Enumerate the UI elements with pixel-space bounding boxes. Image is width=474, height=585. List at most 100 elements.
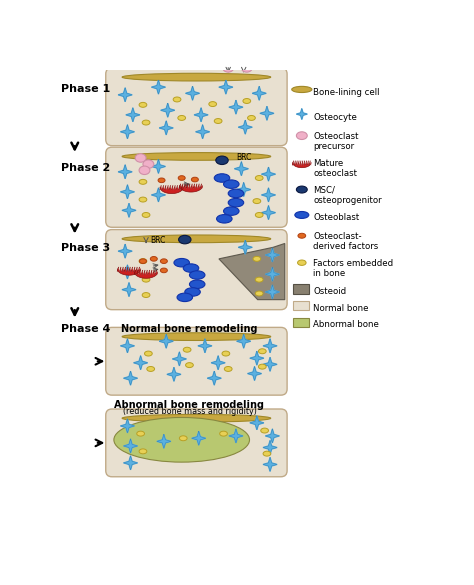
Bar xyxy=(293,318,309,328)
Ellipse shape xyxy=(296,186,307,193)
Ellipse shape xyxy=(142,292,150,298)
Polygon shape xyxy=(265,285,279,299)
Text: Osteoclast-
derived factors: Osteoclast- derived factors xyxy=(313,232,379,252)
Polygon shape xyxy=(120,265,135,279)
Ellipse shape xyxy=(255,291,263,296)
Polygon shape xyxy=(219,80,233,94)
Ellipse shape xyxy=(224,366,232,371)
Ellipse shape xyxy=(173,97,181,102)
Ellipse shape xyxy=(183,264,199,273)
Polygon shape xyxy=(120,125,135,139)
Ellipse shape xyxy=(150,257,157,261)
Ellipse shape xyxy=(139,180,147,184)
Text: Osteoclast
precursor: Osteoclast precursor xyxy=(313,132,359,151)
FancyBboxPatch shape xyxy=(106,409,287,477)
Polygon shape xyxy=(238,240,252,254)
Polygon shape xyxy=(194,108,208,122)
Polygon shape xyxy=(120,339,135,353)
Polygon shape xyxy=(135,271,158,278)
Ellipse shape xyxy=(263,451,271,456)
Polygon shape xyxy=(292,162,311,168)
Polygon shape xyxy=(263,357,277,371)
Polygon shape xyxy=(120,185,135,199)
Ellipse shape xyxy=(295,212,309,218)
Polygon shape xyxy=(124,439,137,453)
Ellipse shape xyxy=(298,233,306,238)
Text: Phase 4: Phase 4 xyxy=(61,324,110,334)
Ellipse shape xyxy=(255,176,263,180)
Ellipse shape xyxy=(258,349,266,354)
FancyBboxPatch shape xyxy=(106,229,287,309)
Ellipse shape xyxy=(219,431,228,436)
Bar xyxy=(293,284,309,294)
Ellipse shape xyxy=(183,347,191,352)
Ellipse shape xyxy=(222,351,230,356)
Ellipse shape xyxy=(139,166,150,174)
Polygon shape xyxy=(198,339,212,353)
Text: Osteoblast: Osteoblast xyxy=(313,214,360,222)
Polygon shape xyxy=(211,356,225,370)
Ellipse shape xyxy=(139,102,147,107)
Polygon shape xyxy=(262,188,275,202)
Ellipse shape xyxy=(122,414,271,422)
Ellipse shape xyxy=(298,260,306,266)
Polygon shape xyxy=(229,429,243,443)
Polygon shape xyxy=(124,456,137,470)
Ellipse shape xyxy=(296,132,307,139)
Ellipse shape xyxy=(139,197,147,202)
Text: Phase 2: Phase 2 xyxy=(61,163,110,173)
Ellipse shape xyxy=(209,102,217,106)
Ellipse shape xyxy=(179,235,191,244)
Polygon shape xyxy=(260,106,274,121)
Ellipse shape xyxy=(224,207,239,215)
Polygon shape xyxy=(250,416,264,430)
Polygon shape xyxy=(118,268,141,275)
Polygon shape xyxy=(238,121,252,134)
Polygon shape xyxy=(152,160,165,173)
Polygon shape xyxy=(263,339,277,353)
Ellipse shape xyxy=(214,174,230,183)
Polygon shape xyxy=(179,185,202,192)
Ellipse shape xyxy=(251,60,262,68)
Polygon shape xyxy=(118,244,132,258)
Ellipse shape xyxy=(142,277,150,282)
Ellipse shape xyxy=(261,428,268,433)
Ellipse shape xyxy=(232,57,243,66)
Polygon shape xyxy=(263,457,277,472)
Polygon shape xyxy=(252,87,266,100)
Text: (reduced bone mass and rigidity): (reduced bone mass and rigidity) xyxy=(122,408,256,417)
Ellipse shape xyxy=(139,449,147,454)
Text: Abnormal bone remodeling: Abnormal bone remodeling xyxy=(114,400,264,409)
Polygon shape xyxy=(237,183,251,197)
Ellipse shape xyxy=(186,363,193,367)
Ellipse shape xyxy=(145,351,152,356)
Ellipse shape xyxy=(185,288,201,296)
Polygon shape xyxy=(265,248,279,262)
Ellipse shape xyxy=(217,215,232,223)
Text: Normal bone remodeling: Normal bone remodeling xyxy=(121,324,258,334)
Ellipse shape xyxy=(160,259,167,263)
Polygon shape xyxy=(262,206,275,219)
Polygon shape xyxy=(173,352,186,366)
Text: Phase 1: Phase 1 xyxy=(61,84,110,94)
Ellipse shape xyxy=(258,364,266,369)
Polygon shape xyxy=(161,104,175,117)
Polygon shape xyxy=(134,356,147,370)
Polygon shape xyxy=(235,162,248,176)
Polygon shape xyxy=(118,165,132,179)
Polygon shape xyxy=(157,435,171,448)
Ellipse shape xyxy=(160,268,167,273)
Polygon shape xyxy=(126,108,140,122)
Ellipse shape xyxy=(174,259,190,267)
Ellipse shape xyxy=(122,153,271,160)
Text: BRC: BRC xyxy=(151,236,166,245)
Text: BRC: BRC xyxy=(236,153,251,161)
Ellipse shape xyxy=(241,64,252,72)
Polygon shape xyxy=(219,243,285,300)
Ellipse shape xyxy=(178,115,186,121)
Text: Mature
osteoclast: Mature osteoclast xyxy=(313,159,357,178)
Polygon shape xyxy=(237,334,251,348)
Ellipse shape xyxy=(253,199,261,204)
Ellipse shape xyxy=(292,87,312,92)
Ellipse shape xyxy=(147,366,155,371)
